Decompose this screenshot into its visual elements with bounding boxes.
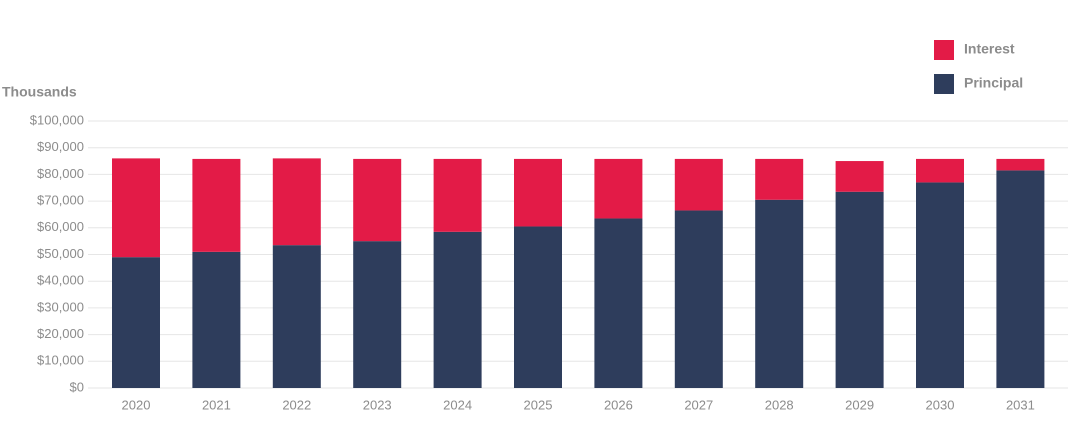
bar-segment [916, 158, 964, 183]
bar-segment [755, 199, 804, 388]
bar-segment [835, 191, 884, 388]
y-tick-label: $30,000 [37, 299, 84, 314]
bar-segment [353, 158, 402, 242]
bar-segment [835, 161, 884, 192]
y-tick-label: $10,000 [37, 353, 84, 368]
x-tick-label: 2020 [122, 397, 151, 412]
y-tick-label: $20,000 [37, 326, 84, 341]
y-tick-label: $90,000 [37, 139, 84, 154]
bar-segment [112, 158, 160, 258]
x-tick-label: 2030 [926, 397, 955, 412]
x-tick-label: 2031 [1006, 397, 1035, 412]
bar-segment [514, 158, 562, 227]
x-tick-label: 2021 [202, 397, 231, 412]
y-axis-label: Thousands [2, 84, 77, 100]
bar-segment [272, 158, 321, 246]
y-tick-label: $60,000 [37, 219, 84, 234]
bar-segment [674, 210, 723, 388]
bar-segment [433, 231, 482, 388]
x-tick-label: 2026 [604, 397, 633, 412]
y-tick-label: $80,000 [37, 166, 84, 181]
x-tick-label: 2025 [524, 397, 553, 412]
bar-segment [674, 158, 723, 211]
bar-segment [594, 158, 643, 219]
x-tick-label: 2028 [765, 397, 794, 412]
bar-segment [996, 158, 1045, 171]
x-tick-label: 2023 [363, 397, 392, 412]
bar-segment [514, 226, 562, 388]
bar-segment [433, 158, 482, 232]
bar-segment [916, 182, 964, 388]
bar-segment [594, 218, 643, 388]
bar-segment [755, 158, 804, 200]
y-tick-label: $0 [70, 379, 84, 394]
y-tick-label: $50,000 [37, 246, 84, 261]
x-tick-label: 2022 [282, 397, 311, 412]
x-tick-label: 2029 [845, 397, 874, 412]
bar-segment [272, 245, 321, 388]
legend-swatch [934, 40, 954, 60]
y-tick-label: $40,000 [37, 273, 84, 288]
y-tick-label: $70,000 [37, 193, 84, 208]
bar-segment [192, 251, 241, 388]
x-tick-label: 2024 [443, 397, 472, 412]
legend-swatch [934, 74, 954, 94]
legend-label: Interest [964, 41, 1015, 57]
bar-segment [353, 241, 402, 388]
bar-segment [996, 170, 1045, 388]
bar-segment [192, 158, 241, 252]
x-tick-label: 2027 [684, 397, 713, 412]
y-tick-label: $100,000 [30, 112, 84, 127]
legend-label: Principal [964, 75, 1023, 91]
bar-segment [112, 257, 160, 388]
